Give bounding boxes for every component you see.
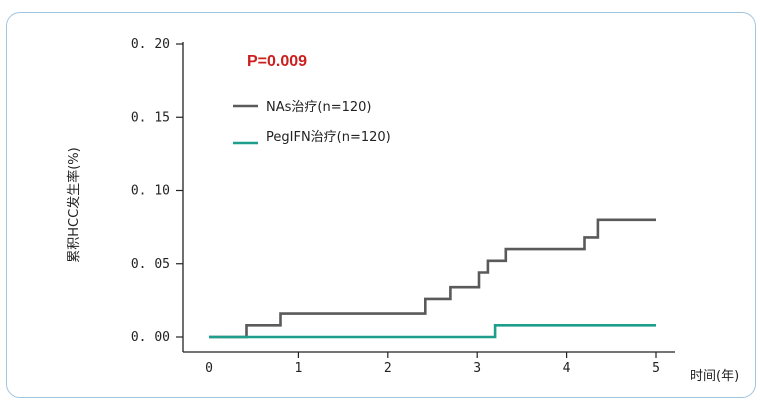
series-line-pegifn	[209, 323, 656, 339]
x-ticks: 0 1 2 3 4 5	[205, 352, 660, 376]
series-lines	[209, 218, 656, 339]
y-tick-label: 0. 00	[131, 330, 170, 345]
p-value-annotation: P=0.009	[247, 53, 307, 70]
y-tick-label: 0. 15	[131, 110, 170, 125]
legend: NAs治疗(n=120) PegIFN治疗(n=120)	[233, 100, 391, 145]
axes	[182, 42, 675, 353]
x-tick-label: 5	[652, 361, 660, 376]
x-tick-label: 0	[205, 361, 213, 376]
y-tick-label: 0. 05	[131, 257, 170, 272]
x-tick-label: 4	[563, 361, 571, 376]
chart-frame	[6, 12, 756, 398]
y-axis-label: 累积HCC发生率(%)	[66, 147, 82, 262]
x-tick-label: 2	[384, 361, 392, 376]
y-tick-label: 0. 20	[131, 37, 170, 52]
x-tick-label: 1	[294, 361, 302, 376]
y-tick-label: 0. 10	[131, 184, 170, 199]
legend-label-nas: NAs治疗(n=120)	[266, 100, 371, 115]
x-axis-label: 时间(年)	[690, 369, 739, 384]
y-ticks: 0. 00 0. 05 0. 10 0. 15 0. 20	[131, 37, 183, 345]
x-tick-label: 3	[473, 361, 481, 376]
series-line-nas	[209, 218, 656, 339]
legend-label-pegifn: PegIFN治疗(n=120)	[266, 130, 391, 145]
